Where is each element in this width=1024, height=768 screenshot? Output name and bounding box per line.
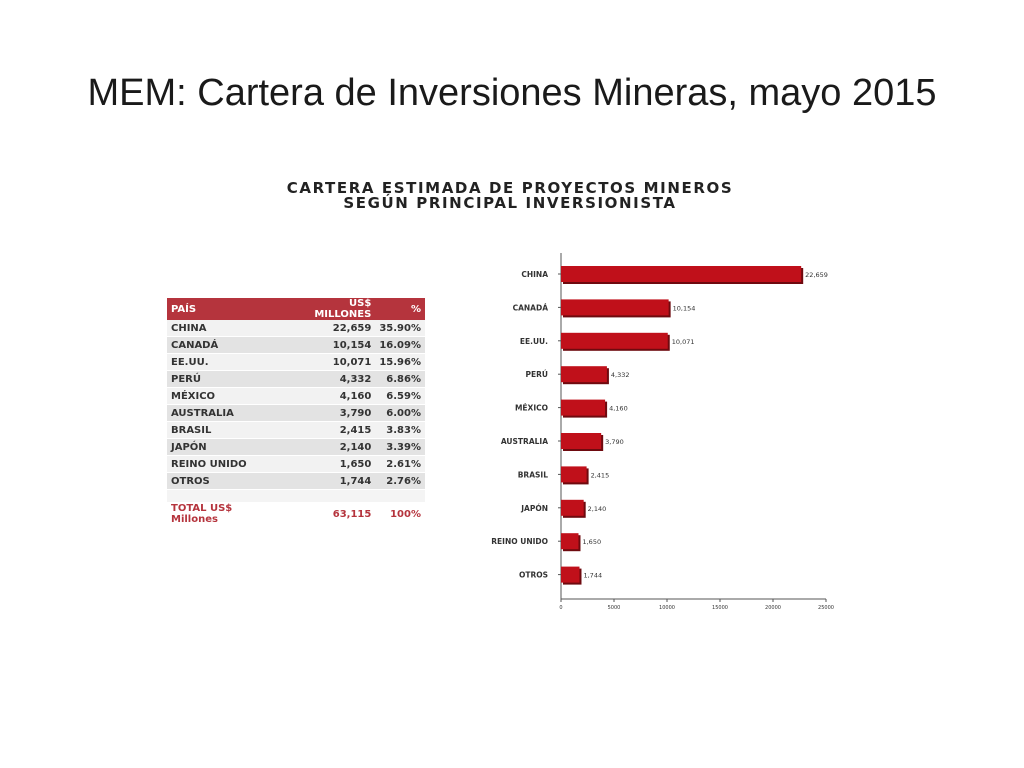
cell-country: CHINA bbox=[167, 320, 286, 337]
category-label: AUSTRALIA bbox=[501, 437, 548, 446]
value-label: 10,071 bbox=[672, 338, 695, 346]
category-label: CANADÁ bbox=[513, 303, 549, 312]
table-row: BRASIL 2,415 3.83% bbox=[167, 421, 425, 439]
cell-country: EE.UU. bbox=[167, 353, 286, 371]
x-tick-label: 15000 bbox=[712, 605, 728, 611]
table-row: OTROS 1,744 2.76% bbox=[167, 472, 425, 490]
x-tick-label: 10000 bbox=[659, 605, 675, 611]
value-label: 2,415 bbox=[591, 471, 610, 479]
value-label: 3,790 bbox=[605, 438, 624, 446]
chart-heading: CARTERA ESTIMADA DE PROYECTOS MINEROS SE… bbox=[240, 181, 780, 211]
category-label: PERÚ bbox=[526, 370, 549, 379]
cell-country: MÉXICO bbox=[167, 387, 286, 405]
bar bbox=[561, 499, 584, 516]
cell-percent: 6.86% bbox=[375, 370, 425, 388]
table-row: JAPÓN 2,140 3.39% bbox=[167, 438, 425, 456]
x-tick-label: 20000 bbox=[765, 605, 781, 611]
x-tick-label: 25000 bbox=[818, 605, 834, 611]
cell-amount: 1,650 bbox=[285, 455, 376, 473]
table-row: CHINA 22,659 35.90% bbox=[167, 320, 425, 337]
table-row: MÉXICO 4,160 6.59% bbox=[167, 387, 425, 405]
cell-amount: 10,154 bbox=[285, 336, 376, 354]
cell-amount: 1,744 bbox=[285, 472, 376, 490]
cell-amount: 22,659 bbox=[285, 320, 376, 337]
value-label: 10,154 bbox=[673, 304, 696, 312]
table-row: AUSTRALIA 3,790 6.00% bbox=[167, 404, 425, 422]
cell-country: PERÚ bbox=[167, 370, 286, 388]
category-label: MÉXICO bbox=[515, 404, 548, 413]
cell-amount: 4,160 bbox=[285, 387, 376, 405]
chart-heading-line-1: CARTERA ESTIMADA DE PROYECTOS MINEROS bbox=[286, 179, 734, 197]
cell-percent: 3.83% bbox=[375, 421, 425, 439]
cell-percent: 35.90% bbox=[375, 320, 425, 337]
value-label: 4,160 bbox=[609, 405, 628, 413]
slide-title: MEM: Cartera de Inversiones Mineras, may… bbox=[87, 72, 937, 114]
cell-percent: 6.59% bbox=[375, 387, 425, 405]
total-label: TOTAL US$ Millones bbox=[167, 502, 286, 526]
total-amount: 63,115 bbox=[285, 502, 376, 526]
table-row: REINO UNIDO 1,650 2.61% bbox=[167, 455, 425, 473]
table-header-row: PAÍS US$ MILLONES % bbox=[167, 298, 425, 320]
category-label: BRASIL bbox=[518, 470, 548, 479]
investment-table: PAÍS US$ MILLONES % CHINA 22,659 35.90% CA… bbox=[167, 298, 425, 526]
category-label: OTROS bbox=[519, 571, 548, 580]
table-spacer-row bbox=[167, 489, 425, 503]
cell-percent: 3.39% bbox=[375, 438, 425, 456]
cell-country: CANADÁ bbox=[167, 336, 286, 354]
category-label: JAPÓN bbox=[520, 504, 548, 513]
category-label: EE.UU. bbox=[520, 337, 548, 346]
bar bbox=[561, 332, 668, 349]
header-amount: US$ MILLONES bbox=[285, 298, 376, 320]
cell-percent: 2.61% bbox=[375, 455, 425, 473]
cell-amount: 2,140 bbox=[285, 438, 376, 456]
cell-percent: 2.76% bbox=[375, 472, 425, 490]
bar bbox=[561, 466, 587, 483]
table-row: EE.UU. 10,071 15.96% bbox=[167, 353, 425, 371]
value-label: 4,332 bbox=[611, 371, 630, 379]
value-label: 1,744 bbox=[583, 572, 602, 580]
bar-chart: CHINA 22,659 CANADÁ 10,154 EE.UU. 10,071 PERÚ 4… bbox=[491, 253, 834, 611]
chart-heading-line-2: SEGÚN PRINCIPAL INVERSIONISTA bbox=[343, 194, 677, 212]
cell-amount: 2,415 bbox=[285, 421, 376, 439]
bar bbox=[561, 433, 602, 449]
value-label: 22,659 bbox=[805, 271, 828, 279]
cell-country: OTROS bbox=[167, 472, 286, 490]
cell-percent: 16.09% bbox=[375, 336, 425, 354]
cell-amount: 3,790 bbox=[285, 404, 376, 422]
bar bbox=[561, 299, 669, 316]
cell-percent: 15.96% bbox=[375, 353, 425, 371]
table-row: PERÚ 4,332 6.86% bbox=[167, 370, 425, 388]
value-label: 2,140 bbox=[588, 505, 607, 513]
value-label: 1,650 bbox=[582, 538, 601, 546]
bar bbox=[561, 266, 802, 282]
cell-percent: 6.00% bbox=[375, 404, 425, 422]
category-label: REINO UNIDO bbox=[491, 537, 548, 546]
category-label: CHINA bbox=[521, 270, 548, 279]
header-country: PAÍS bbox=[167, 298, 286, 320]
x-tick-label: 5000 bbox=[608, 605, 621, 611]
cell-amount: 10,071 bbox=[285, 353, 376, 371]
total-percent: 100% bbox=[375, 502, 425, 526]
cell-country: BRASIL bbox=[167, 421, 286, 439]
cell-country: AUSTRALIA bbox=[167, 404, 286, 422]
bar bbox=[561, 366, 607, 383]
table-row: CANADÁ 10,154 16.09% bbox=[167, 336, 425, 354]
cell-country: JAPÓN bbox=[167, 438, 286, 456]
x-tick-label: 0 bbox=[559, 605, 562, 611]
cell-country: REINO UNIDO bbox=[167, 455, 286, 473]
bar bbox=[561, 399, 606, 416]
table-total-row: TOTAL US$ Millones 63,115 100% bbox=[167, 502, 425, 526]
header-percent: % bbox=[375, 298, 425, 320]
bar bbox=[561, 533, 579, 550]
bar bbox=[561, 566, 580, 583]
cell-amount: 4,332 bbox=[285, 370, 376, 388]
